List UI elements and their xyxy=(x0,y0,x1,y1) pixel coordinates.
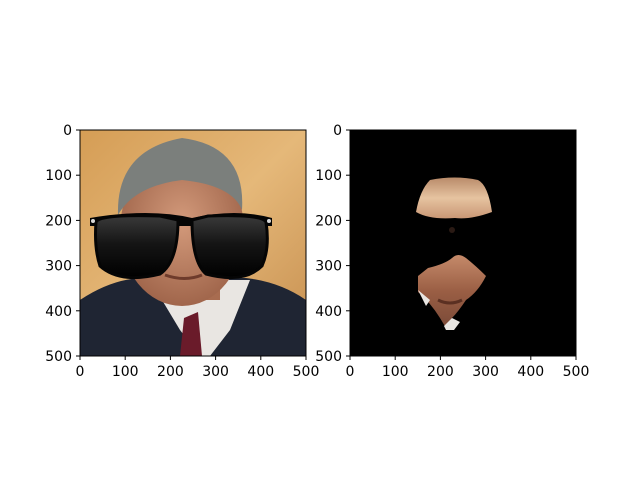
y-tick-label: 100 xyxy=(45,168,72,184)
y-tick-label: 500 xyxy=(315,349,342,365)
x-tick-label: 500 xyxy=(563,364,590,380)
x-tick-label: 300 xyxy=(472,364,499,380)
x-tick-label: 200 xyxy=(427,364,454,380)
y-tick-label: 300 xyxy=(315,259,342,275)
y-tick-label: 500 xyxy=(45,349,72,365)
y-tick-label: 200 xyxy=(45,213,72,229)
axes-left: 0 100 200 300 400 500 0 100 200 300 400 500 xyxy=(45,123,319,380)
y-tick-label: 400 xyxy=(315,304,342,320)
y-tick-label: 400 xyxy=(45,304,72,320)
y-tick-label: 0 xyxy=(63,123,72,139)
x-tick-label: 0 xyxy=(346,364,355,380)
x-tick-label: 0 xyxy=(76,364,85,380)
y-tick-label: 100 xyxy=(315,168,342,184)
y-tick-label: 300 xyxy=(45,259,72,275)
x-tick-label: 100 xyxy=(112,364,139,380)
y-tick-label: 0 xyxy=(333,123,342,139)
axes-right: 0 100 200 300 400 500 0 100 200 300 400 500 xyxy=(315,123,589,380)
x-tick-label: 500 xyxy=(293,364,320,380)
x-tick-label: 300 xyxy=(202,364,229,380)
masked-face-image xyxy=(350,130,576,356)
x-tick-label: 200 xyxy=(157,364,184,380)
y-tick-label: 200 xyxy=(315,213,342,229)
face-photo-image xyxy=(80,130,306,356)
x-tick-label: 400 xyxy=(517,364,544,380)
x-tick-label: 400 xyxy=(247,364,274,380)
x-tick-label: 100 xyxy=(382,364,409,380)
